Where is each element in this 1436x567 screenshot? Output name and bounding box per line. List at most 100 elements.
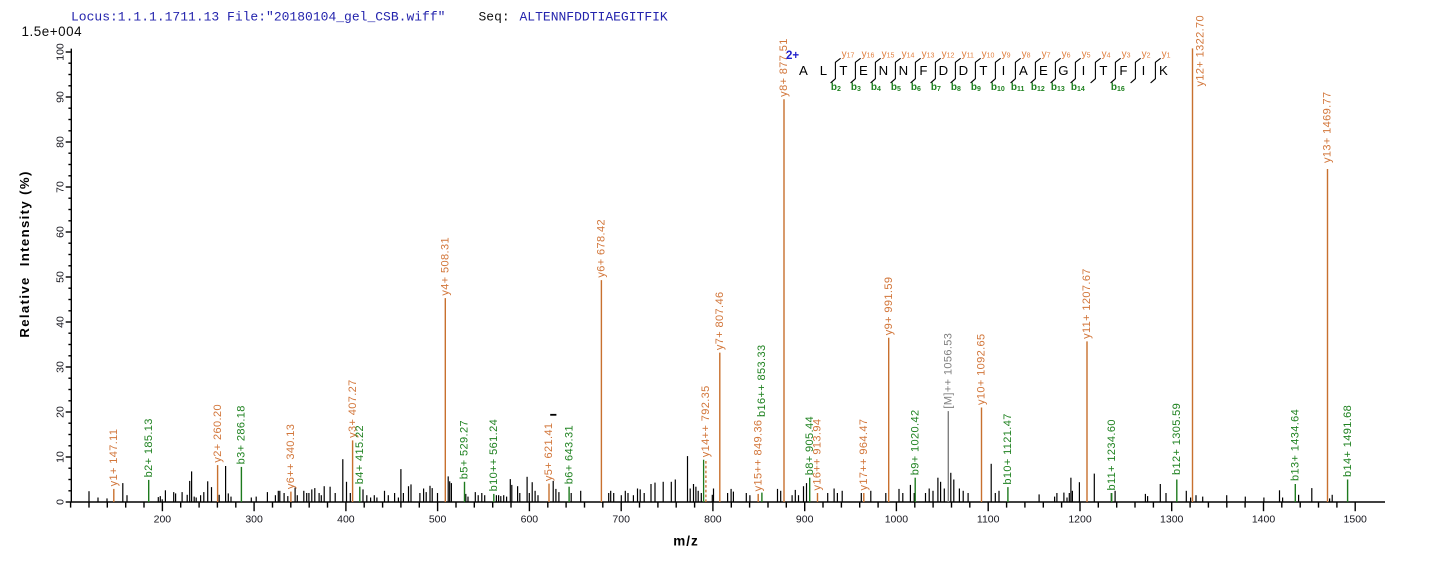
svg-text:E: E xyxy=(1039,63,1048,78)
svg-text:b8: b8 xyxy=(951,82,961,93)
svg-text:1100: 1100 xyxy=(977,514,1000,526)
svg-text:b12+ 1305.59: b12+ 1305.59 xyxy=(1171,403,1183,475)
svg-text:300: 300 xyxy=(245,514,263,526)
svg-text:T: T xyxy=(839,63,847,78)
svg-text:1000: 1000 xyxy=(885,514,909,526)
svg-text:D: D xyxy=(939,63,949,78)
svg-text:70: 70 xyxy=(55,181,67,193)
svg-text:y11: y11 xyxy=(962,49,974,60)
svg-text:y15++ 849.36: y15++ 849.36 xyxy=(752,420,764,492)
svg-text:b14+ 1491.68: b14+ 1491.68 xyxy=(1342,405,1354,477)
svg-text:b10: b10 xyxy=(991,82,1005,93)
svg-text:60: 60 xyxy=(55,226,67,238)
svg-text:y9+ 991.59: y9+ 991.59 xyxy=(883,277,895,336)
svg-text:b11: b11 xyxy=(1011,82,1025,93)
svg-text:y14++ 792.35: y14++ 792.35 xyxy=(700,385,712,457)
svg-text:y8: y8 xyxy=(1022,49,1031,60)
svg-text:700: 700 xyxy=(612,514,630,526)
svg-text:y7: y7 xyxy=(1042,49,1051,60)
svg-text:b4+ 415.22: b4+ 415.22 xyxy=(354,425,366,484)
svg-text:y15: y15 xyxy=(882,49,895,60)
svg-text:y7+ 807.46: y7+ 807.46 xyxy=(714,292,726,351)
svg-text:I: I xyxy=(1082,63,1086,78)
svg-text:b8+ 905.44: b8+ 905.44 xyxy=(804,416,816,475)
svg-text:y14: y14 xyxy=(902,49,915,60)
svg-text:N: N xyxy=(899,63,909,78)
svg-text:b2: b2 xyxy=(831,82,841,93)
svg-text:b9+ 1020.42: b9+ 1020.42 xyxy=(909,410,921,476)
svg-text:[M]++ 1056.53: [M]++ 1056.53 xyxy=(943,333,955,409)
svg-text:y3: y3 xyxy=(1122,49,1131,60)
svg-text:y6+ 678.42: y6+ 678.42 xyxy=(596,219,608,278)
svg-text:y10: y10 xyxy=(982,49,995,60)
svg-text:y12+ 1322.70: y12+ 1322.70 xyxy=(1195,15,1207,87)
svg-text:E: E xyxy=(859,63,868,78)
svg-text:b11+ 1234.60: b11+ 1234.60 xyxy=(1106,419,1118,490)
svg-text:y13: y13 xyxy=(922,49,935,60)
svg-text:A: A xyxy=(1019,63,1028,78)
svg-text:y5: y5 xyxy=(1082,49,1091,60)
svg-text:b10++ 561.24: b10++ 561.24 xyxy=(488,419,500,491)
svg-text:y1: y1 xyxy=(1162,49,1171,60)
svg-text:y1+ 147.11: y1+ 147.11 xyxy=(108,429,120,487)
svg-text:b5: b5 xyxy=(891,82,901,93)
svg-text:1200: 1200 xyxy=(1068,514,1092,526)
svg-text:90: 90 xyxy=(55,91,67,103)
svg-text:b9: b9 xyxy=(971,82,981,93)
svg-text:b13: b13 xyxy=(1051,82,1065,93)
svg-text:y4: y4 xyxy=(1102,49,1111,60)
svg-text:y5+ 621.41: y5+ 621.41 xyxy=(543,423,555,482)
svg-text:b6+ 643.31: b6+ 643.31 xyxy=(563,425,575,484)
svg-text:y9: y9 xyxy=(1002,49,1011,60)
svg-text:10: 10 xyxy=(55,451,67,463)
svg-text:T: T xyxy=(1099,63,1107,78)
svg-text:y12: y12 xyxy=(942,49,955,60)
svg-text:b5+ 529.27: b5+ 529.27 xyxy=(459,420,471,479)
svg-text:m/z: m/z xyxy=(673,534,699,549)
svg-text:50: 50 xyxy=(55,271,67,283)
svg-text:y4+ 508.31: y4+ 508.31 xyxy=(440,237,452,296)
svg-text:1500: 1500 xyxy=(1344,514,1368,526)
svg-text:500: 500 xyxy=(429,514,447,526)
svg-text:600: 600 xyxy=(521,514,539,526)
svg-text:1.5e+004: 1.5e+004 xyxy=(22,24,83,39)
svg-text:T: T xyxy=(979,63,987,78)
svg-text:b12: b12 xyxy=(1031,82,1045,93)
svg-text:40: 40 xyxy=(55,316,67,328)
svg-text:y2: y2 xyxy=(1142,49,1151,60)
svg-text:b4: b4 xyxy=(871,82,881,93)
svg-text:b13+ 1434.64: b13+ 1434.64 xyxy=(1290,409,1302,481)
svg-text:y2+ 260.20: y2+ 260.20 xyxy=(212,404,224,463)
svg-text:I: I xyxy=(1002,63,1006,78)
svg-text:Relative Intensity (%): Relative Intensity (%) xyxy=(17,170,32,337)
svg-text:y13+ 1469.77: y13+ 1469.77 xyxy=(1322,91,1334,163)
svg-text:y6: y6 xyxy=(1062,49,1071,60)
svg-text:y16: y16 xyxy=(862,49,875,60)
svg-text:100: 100 xyxy=(55,43,67,61)
svg-text:N: N xyxy=(879,63,889,78)
svg-text:2+: 2+ xyxy=(786,50,799,62)
svg-text:F: F xyxy=(919,63,927,78)
svg-text:30: 30 xyxy=(55,361,67,373)
svg-text:D: D xyxy=(959,63,969,78)
svg-text:Locus:1.1.1.1711.13 File:"2018: Locus:1.1.1.1711.13 File:"20180104_gel_C… xyxy=(71,10,445,25)
svg-text:b16++ 853.33: b16++ 853.33 xyxy=(756,345,768,417)
svg-text:y17: y17 xyxy=(842,49,855,60)
svg-text:1300: 1300 xyxy=(1160,514,1184,526)
svg-text:y6++ 340.13: y6++ 340.13 xyxy=(285,424,297,489)
svg-text:K: K xyxy=(1159,63,1168,78)
svg-text:y10+ 1092.65: y10+ 1092.65 xyxy=(976,333,988,405)
svg-text:200: 200 xyxy=(154,514,172,526)
svg-text:b3: b3 xyxy=(851,82,861,93)
svg-text:1400: 1400 xyxy=(1252,514,1276,526)
svg-text:b7: b7 xyxy=(931,82,941,93)
svg-text:b14: b14 xyxy=(1071,82,1085,93)
svg-text:b6: b6 xyxy=(911,82,921,93)
svg-text:y8+ 877.51: y8+ 877.51 xyxy=(778,38,790,97)
svg-text:b2+ 185.13: b2+ 185.13 xyxy=(143,418,155,477)
svg-text:0: 0 xyxy=(55,499,67,505)
svg-text:L: L xyxy=(820,63,827,78)
svg-text:b16: b16 xyxy=(1111,82,1125,93)
svg-text:20: 20 xyxy=(55,406,67,418)
svg-text:y11+ 1207.67: y11+ 1207.67 xyxy=(1081,268,1093,339)
